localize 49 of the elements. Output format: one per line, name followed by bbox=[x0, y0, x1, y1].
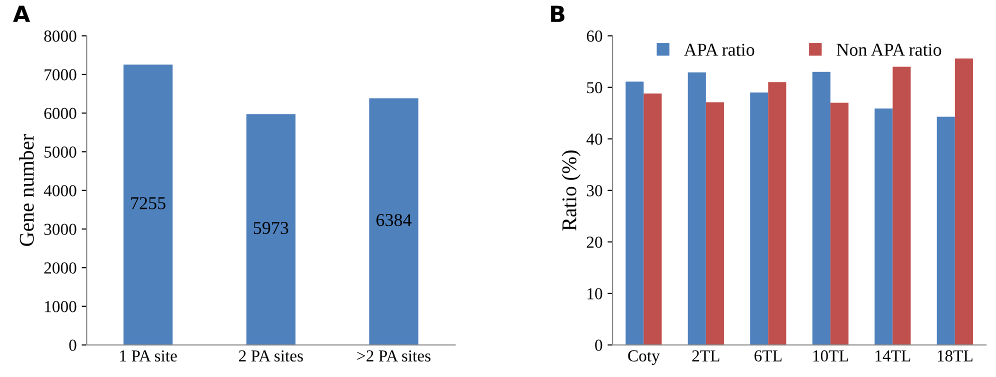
y-tick-label: 30 bbox=[586, 185, 602, 196]
bar bbox=[688, 72, 706, 345]
bar bbox=[874, 108, 893, 345]
y-tick-label: 8000 bbox=[44, 30, 76, 42]
legend-label: Non APA ratio bbox=[836, 44, 942, 56]
x-tick-label: >2 PA sites bbox=[357, 350, 430, 362]
y-tick-label: 1000 bbox=[45, 301, 76, 312]
bar bbox=[706, 102, 724, 345]
y-tick-label: 0 bbox=[69, 340, 76, 351]
bar bbox=[892, 66, 911, 345]
bar bbox=[246, 114, 296, 345]
x-tick-label: 10TL bbox=[813, 350, 848, 362]
y-tick-label: 4000 bbox=[44, 185, 76, 196]
y-axis-title: Gene number bbox=[19, 134, 34, 246]
y-tick-label: 7000 bbox=[44, 69, 76, 80]
bar bbox=[812, 72, 830, 345]
x-tick-label: 1 PA site bbox=[120, 350, 177, 362]
data-label: 6384 bbox=[376, 214, 412, 226]
x-tick-label: Coty bbox=[628, 350, 660, 365]
legend-label: APA ratio bbox=[684, 44, 754, 56]
bar bbox=[369, 98, 418, 345]
y-axis-title: Ratio (%) bbox=[562, 150, 581, 231]
y-tick-label: 5000 bbox=[44, 146, 76, 158]
bar bbox=[644, 94, 662, 345]
x-tick-label: 2TL bbox=[692, 350, 720, 362]
bar bbox=[626, 82, 644, 345]
x-tick-label: 6TL bbox=[754, 350, 782, 362]
y-tick-label: 50 bbox=[587, 82, 602, 94]
chart-title: A bbox=[13, 6, 30, 22]
x-tick-label: 14TL bbox=[876, 350, 910, 362]
x-tick-label: 2 PA sites bbox=[239, 350, 303, 362]
y-tick-label: 2000 bbox=[44, 262, 76, 274]
bar bbox=[768, 82, 786, 345]
bar bbox=[830, 102, 848, 345]
chart-title: B bbox=[551, 6, 564, 22]
y-tick-label: 6000 bbox=[44, 108, 76, 120]
bar bbox=[936, 116, 955, 345]
data-label: 5973 bbox=[254, 222, 288, 234]
data-label: 7255 bbox=[131, 197, 166, 210]
y-tick-label: 0 bbox=[595, 340, 602, 351]
bar bbox=[954, 58, 973, 345]
x-tick-label: 18TL bbox=[938, 350, 972, 362]
bar bbox=[750, 92, 768, 345]
bar bbox=[124, 64, 173, 345]
y-tick-label: 60 bbox=[586, 30, 602, 42]
y-tick-label: 20 bbox=[586, 236, 602, 248]
y-tick-label: 10 bbox=[588, 288, 602, 300]
y-tick-label: 40 bbox=[586, 134, 602, 145]
y-tick-label: 3000 bbox=[44, 224, 76, 235]
